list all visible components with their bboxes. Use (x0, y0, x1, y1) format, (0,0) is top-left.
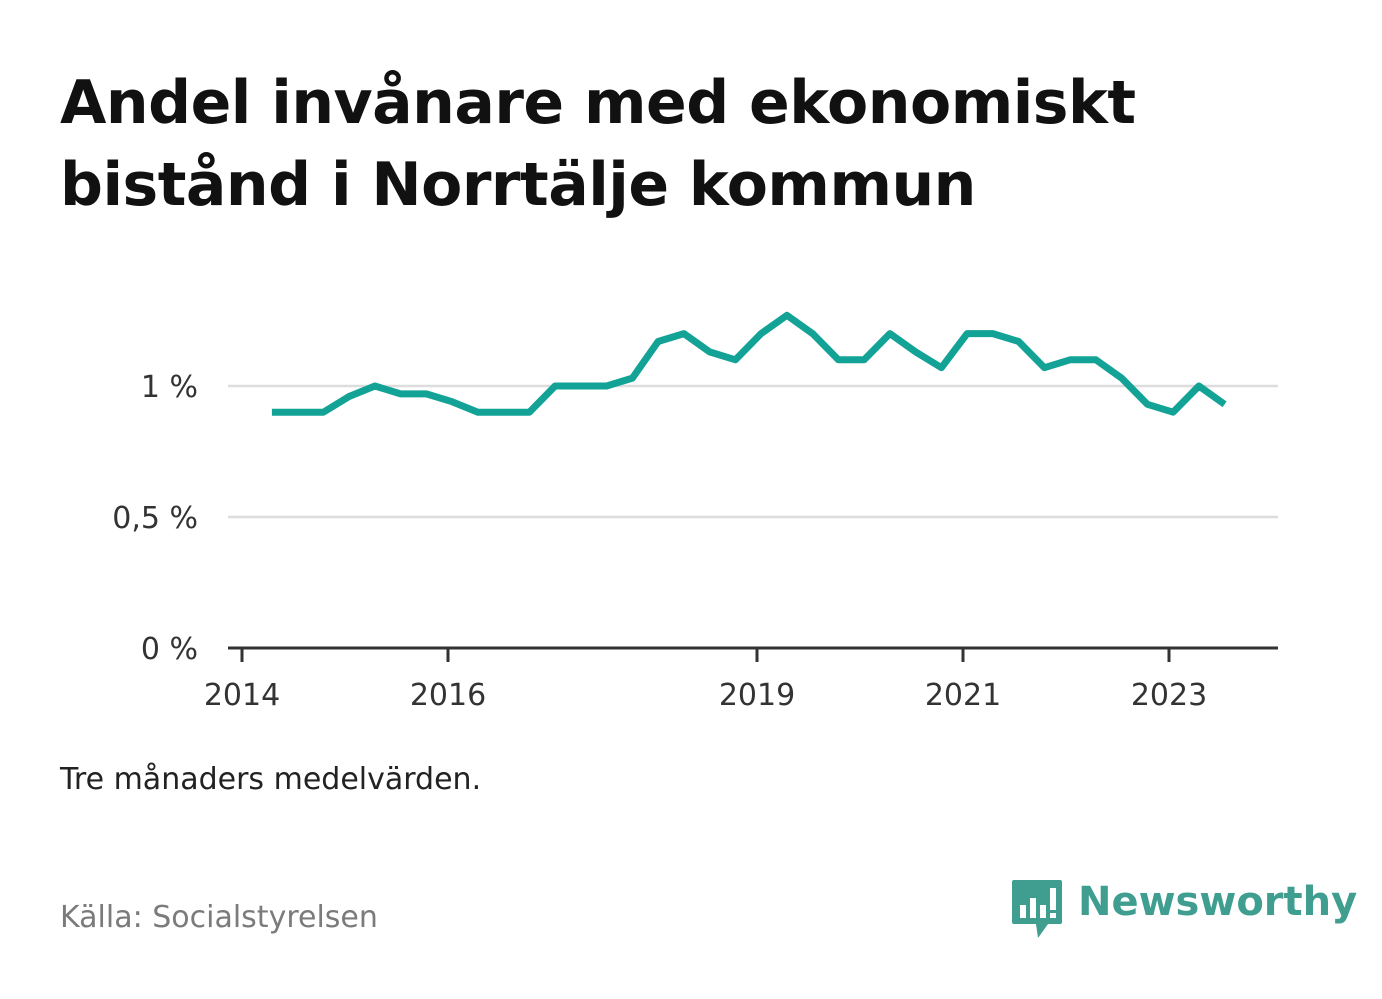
grid-lines (228, 384, 1278, 519)
x-tick-label: 2019 (719, 678, 795, 713)
y-tick-label: 1 % (141, 370, 198, 405)
y-tick-label: 0,5 % (112, 501, 198, 536)
x-tick-label: 2023 (1131, 678, 1207, 713)
y-axis-labels: 0 % 0,5 % 1 % (112, 370, 198, 667)
y-tick-label: 0 % (141, 632, 198, 667)
series-layer (271, 311, 1227, 416)
source-text: Källa: Socialstyrelsen (60, 900, 378, 935)
brand-name: Newsworthy (1078, 879, 1358, 925)
chart-note: Tre månaders medelvärden. (60, 762, 482, 797)
x-tick-label: 2021 (925, 678, 1001, 713)
x-tick-label: 2016 (410, 678, 486, 713)
series-line (271, 311, 1227, 416)
newsworthy-logo-icon (1012, 880, 1062, 938)
brand-logo[interactable]: Newsworthy (1010, 878, 1357, 942)
x-axis: 2014 2016 2019 2021 2023 (204, 646, 1278, 713)
x-tick-label: 2014 (204, 678, 280, 713)
chart-title: Andel invånare med ekonomiskt bistånd i … (60, 68, 1136, 220)
